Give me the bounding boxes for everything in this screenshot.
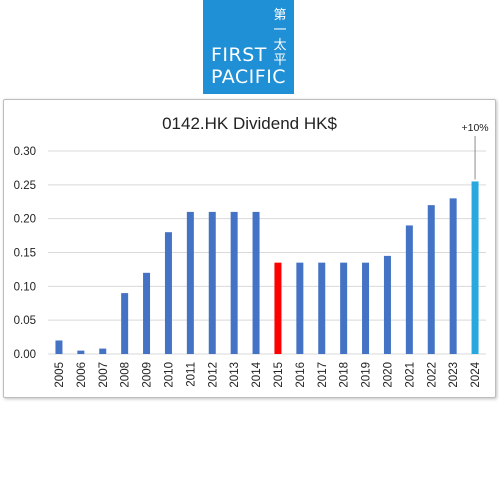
annotation-label: +10% bbox=[461, 122, 488, 134]
chart-title: 0142.HK Dividend HK$ bbox=[162, 114, 337, 133]
x-tick-label: 2019 bbox=[361, 362, 373, 388]
bar-2024 bbox=[471, 181, 479, 354]
x-tick-label: 2011 bbox=[185, 362, 197, 387]
x-tick-label: 2020 bbox=[382, 362, 394, 388]
y-tick-label: 0.30 bbox=[14, 146, 36, 158]
x-tick-label: 2015 bbox=[273, 362, 285, 388]
x-tick-label: 2014 bbox=[251, 361, 263, 387]
x-tick-label: 2005 bbox=[54, 362, 66, 388]
x-tick-label: 2022 bbox=[426, 362, 438, 388]
bar-2017 bbox=[318, 262, 326, 354]
bar-2022 bbox=[427, 205, 435, 354]
bar-2016 bbox=[296, 262, 304, 354]
logo-word-pacific: PACIFIC bbox=[211, 66, 287, 88]
x-tick-label: 2024 bbox=[470, 361, 482, 387]
x-tick-label: 2010 bbox=[163, 362, 175, 388]
logo-word-first: FIRST bbox=[211, 44, 267, 66]
y-tick-label: 0.25 bbox=[14, 180, 36, 192]
chart-panel: 0142.HK Dividend HK$ 0.00 0.05 0.10 0.15 0.2… bbox=[3, 99, 496, 398]
bar-2005 bbox=[55, 340, 63, 354]
bar-2009 bbox=[143, 272, 151, 354]
bar-2007 bbox=[99, 348, 107, 354]
dividend-bar-chart: 0.00 0.05 0.10 0.15 0.20 0.25 0.30 2005 2006 2007… bbox=[14, 122, 489, 388]
x-tick-label: 2009 bbox=[142, 362, 154, 388]
bar-2014 bbox=[252, 211, 260, 354]
bar-2015 bbox=[274, 262, 282, 354]
bar-2012 bbox=[208, 211, 216, 354]
x-tick-label: 2013 bbox=[229, 362, 241, 388]
x-tick-label: 2007 bbox=[98, 362, 110, 388]
x-tick-label: 2006 bbox=[76, 362, 88, 388]
x-tick-label: 2023 bbox=[448, 362, 460, 388]
bar-2020 bbox=[383, 255, 391, 354]
x-tick-label: 2017 bbox=[317, 362, 329, 388]
bar-2023 bbox=[449, 198, 457, 354]
x-tick-label: 2018 bbox=[339, 362, 351, 388]
y-tick-label: 0.05 bbox=[14, 315, 36, 327]
company-logo: 第一太平 FIRST PACIFIC bbox=[203, 0, 294, 94]
bar-2011 bbox=[186, 211, 194, 354]
x-tick-label: 2021 bbox=[404, 362, 416, 388]
bar-2018 bbox=[340, 262, 348, 354]
bar-2006 bbox=[77, 350, 85, 354]
x-tick-label: 2008 bbox=[120, 362, 132, 388]
y-tick-label: 0.15 bbox=[14, 248, 36, 260]
x-tick-label: 2012 bbox=[207, 362, 219, 388]
bar-2013 bbox=[230, 211, 238, 354]
x-tick-label: 2016 bbox=[295, 362, 307, 388]
logo-chinese-text: 第一太平 bbox=[273, 8, 287, 68]
y-tick-label: 0.20 bbox=[14, 214, 36, 226]
y-tick-label: 0.00 bbox=[14, 349, 36, 361]
bar-2019 bbox=[362, 262, 370, 354]
bar-2008 bbox=[121, 293, 129, 354]
bar-2021 bbox=[405, 225, 413, 354]
bar-2010 bbox=[164, 232, 172, 354]
y-tick-label: 0.10 bbox=[14, 281, 36, 293]
